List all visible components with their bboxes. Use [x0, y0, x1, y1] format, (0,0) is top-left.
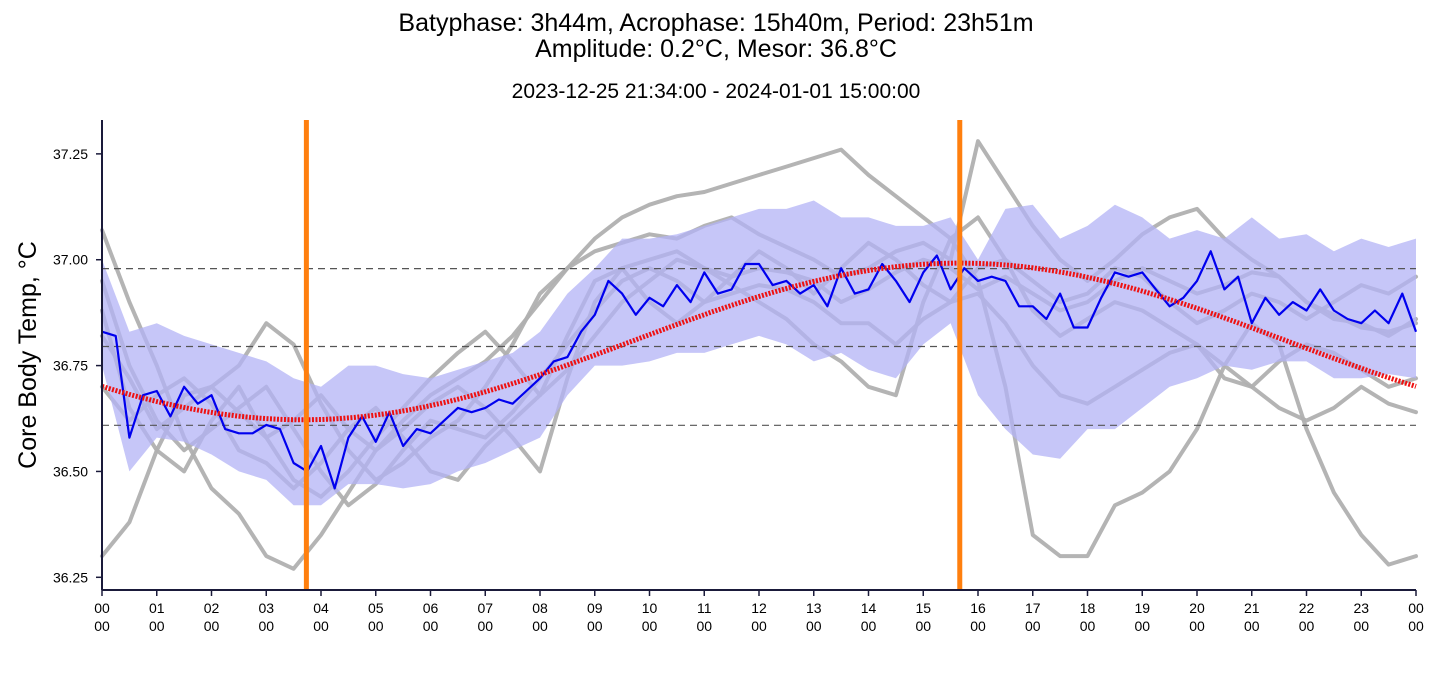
y-tick-label: 37.00	[53, 252, 88, 268]
x-tick-sublabel: 00	[313, 618, 329, 634]
x-tick-sublabel: 00	[149, 618, 165, 634]
x-tick-sublabel: 00	[587, 618, 603, 634]
x-tick-sublabel: 00	[532, 618, 548, 634]
y-tick-label: 36.75	[53, 358, 88, 374]
x-tick-sublabel: 00	[1134, 618, 1150, 634]
cosinor-fit-line	[101, 260, 1417, 423]
y-tick-label: 37.25	[53, 146, 88, 162]
x-tick-sublabel: 00	[970, 618, 986, 634]
x-tick-label: 08	[532, 600, 548, 616]
x-tick-label: 20	[1189, 600, 1205, 616]
x-tick-label: 09	[587, 600, 603, 616]
x-tick-sublabel: 00	[258, 618, 274, 634]
x-tick-label: 15	[915, 600, 931, 616]
x-tick-sublabel: 00	[94, 618, 110, 634]
x-tick-label: 19	[1134, 600, 1150, 616]
x-tick-label: 14	[861, 600, 877, 616]
x-tick-sublabel: 00	[1299, 618, 1315, 634]
x-tick-sublabel: 00	[477, 618, 493, 634]
x-tick-label: 12	[751, 600, 767, 616]
x-tick-label: 18	[1080, 600, 1096, 616]
x-tick-sublabel: 00	[1353, 618, 1369, 634]
x-tick-label: 02	[204, 600, 220, 616]
x-tick-label: 06	[423, 600, 439, 616]
x-tick-label: 03	[258, 600, 274, 616]
mean-line	[101, 250, 1418, 490]
x-tick-sublabel: 00	[368, 618, 384, 634]
x-tick-sublabel: 00	[642, 618, 658, 634]
x-tick-label: 22	[1299, 600, 1315, 616]
x-tick-label: 11	[697, 600, 712, 616]
y-tick-label: 36.25	[53, 569, 88, 585]
x-tick-label: 13	[806, 600, 822, 616]
x-tick-sublabel: 00	[1189, 618, 1205, 634]
chart-title: Batyphase: 3h44m, Acrophase: 15h40m, Per…	[398, 9, 1034, 37]
x-tick-sublabel: 00	[696, 618, 712, 634]
y-tick-label: 36.50	[53, 463, 88, 479]
x-tick-label: 17	[1025, 600, 1041, 616]
x-tick-label: 16	[970, 600, 986, 616]
individual-day-line-1	[100, 147, 1418, 571]
x-tick-sublabel: 00	[861, 618, 877, 634]
x-tick-label: 05	[368, 600, 384, 616]
date-range-label: 2023-12-25 21:34:00 - 2024-01-01 15:00:0…	[511, 80, 921, 103]
x-tick-label: 00	[1408, 600, 1424, 616]
x-tick-label: 21	[1244, 600, 1260, 616]
x-tick-sublabel: 00	[751, 618, 767, 634]
x-tick-sublabel: 00	[1244, 618, 1260, 634]
x-tick-label: 07	[477, 600, 493, 616]
x-tick-sublabel: 00	[204, 618, 220, 634]
chart-subtitle: Amplitude: 0.2°C, Mesor: 36.8°C	[535, 35, 897, 63]
x-tick-label: 23	[1353, 600, 1369, 616]
x-tick-sublabel: 00	[806, 618, 822, 634]
x-tick-sublabel: 00	[423, 618, 439, 634]
x-tick-label: 00	[94, 600, 110, 616]
x-tick-label: 04	[313, 600, 329, 616]
x-tick-sublabel: 00	[1025, 618, 1041, 634]
x-tick-sublabel: 00	[1080, 618, 1096, 634]
x-tick-label: 01	[149, 600, 165, 616]
x-tick-label: 10	[642, 600, 658, 616]
x-tick-sublabel: 00	[1408, 618, 1424, 634]
x-tick-sublabel: 00	[915, 618, 931, 634]
y-axis-label: Core Body Temp, °C	[14, 241, 42, 469]
